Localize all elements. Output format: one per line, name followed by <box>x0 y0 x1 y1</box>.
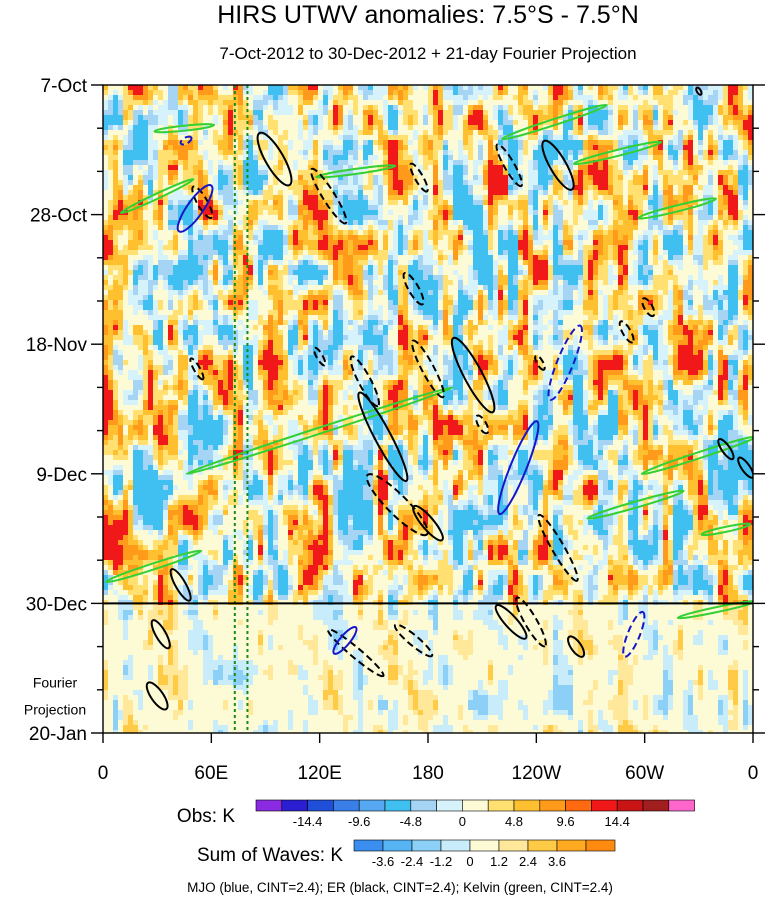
obs-colorbar-label: Obs: K <box>177 806 235 827</box>
colorbar-box <box>470 840 499 851</box>
colorbar-tick-label: 1.2 <box>490 854 508 869</box>
waves-colorbar: -3.6 -2.4 -1.2 0 1.2 2.4 3.6 <box>354 840 615 869</box>
forecast-label-line2: Projection <box>24 701 86 717</box>
y-tick-label: 7-Oct <box>41 76 88 97</box>
colorbar-box <box>383 840 412 851</box>
colorbar-box <box>385 800 411 811</box>
plot-area: 0 60E 120E 180 120W 60W 0 7-Oct 28-Oct 18-Nov 9-De… <box>26 76 765 784</box>
colorbar-box <box>359 800 385 811</box>
colorbar-box <box>643 800 669 811</box>
colorbar-tick-label: -4.8 <box>400 814 422 829</box>
chart-subtitle: 7-Oct-2012 to 30-Dec-2012 + 21-day Fouri… <box>219 44 636 63</box>
colorbar-box <box>669 800 695 811</box>
colorbar-tick-label: 3.6 <box>548 854 566 869</box>
waves-colorbar-label: Sum of Waves: K <box>197 845 343 866</box>
colorbar-tick-label: 14.4 <box>605 814 630 829</box>
colorbar-tick-label: 0 <box>466 854 473 869</box>
colorbar-box <box>308 800 334 811</box>
x-tick-label: 60E <box>194 763 228 784</box>
colorbar-box <box>441 840 470 851</box>
colorbar-box <box>514 800 540 811</box>
forecast-label-line1: Fourier <box>33 675 78 691</box>
y-tick-label: 18-Nov <box>26 335 88 356</box>
y-tick-label: 20-Jan <box>29 724 87 745</box>
y-tick-label: 28-Oct <box>30 206 88 227</box>
colorbar-tick-label: -2.4 <box>401 854 423 869</box>
colorbar-box <box>333 800 359 811</box>
hovmoller-figure: HIRS UTWV anomalies: 7.5°S - 7.5°N 7-Oct… <box>0 0 771 899</box>
colorbar-box <box>412 840 441 851</box>
colorbar-tick-label: -9.6 <box>348 814 370 829</box>
colorbar-box <box>488 800 514 811</box>
colorbar-tick-label: 9.6 <box>557 814 575 829</box>
y-tick-label: 30-Dec <box>26 594 87 615</box>
x-tick-label: 180 <box>412 763 444 784</box>
colorbar-box <box>591 800 617 811</box>
colorbar-box <box>354 840 383 851</box>
colorbar-box <box>437 800 463 811</box>
obs-colorbar: -14.4 -9.6 -4.8 0 4.8 9.6 14.4 <box>256 800 695 829</box>
colorbar-box <box>256 800 282 811</box>
colorbar-box <box>557 840 586 851</box>
colorbar-box <box>617 800 643 811</box>
colorbar-box <box>528 840 557 851</box>
colorbar-tick-label: -14.4 <box>293 814 323 829</box>
x-tick-label: 0 <box>98 763 109 784</box>
colorbar-tick-label: -1.2 <box>430 854 452 869</box>
colorbar-box <box>566 800 592 811</box>
colorbar-tick-label: 0 <box>459 814 466 829</box>
colorbar-tick-label: 2.4 <box>519 854 537 869</box>
colorbar-box <box>411 800 437 811</box>
colorbar-box <box>462 800 488 811</box>
colorbar-tick-label: 4.8 <box>505 814 523 829</box>
x-tick-label: 120W <box>512 763 562 784</box>
y-tick-label: 9-Dec <box>36 465 87 486</box>
x-tick-label: 60W <box>625 763 664 784</box>
x-tick-label: 0 <box>748 763 759 784</box>
contour-legend: MJO (blue, CINT=2.4); ER (black, CINT=2.… <box>187 880 613 895</box>
colorbar-box <box>540 800 566 811</box>
colorbar-tick-label: -3.6 <box>372 854 394 869</box>
colorbar-box <box>586 840 615 851</box>
colorbar-box <box>499 840 528 851</box>
x-tick-label: 120E <box>297 763 341 784</box>
heatmap-field <box>103 85 754 736</box>
colorbar-box <box>282 800 308 811</box>
chart-title: HIRS UTWV anomalies: 7.5°S - 7.5°N <box>217 1 639 29</box>
